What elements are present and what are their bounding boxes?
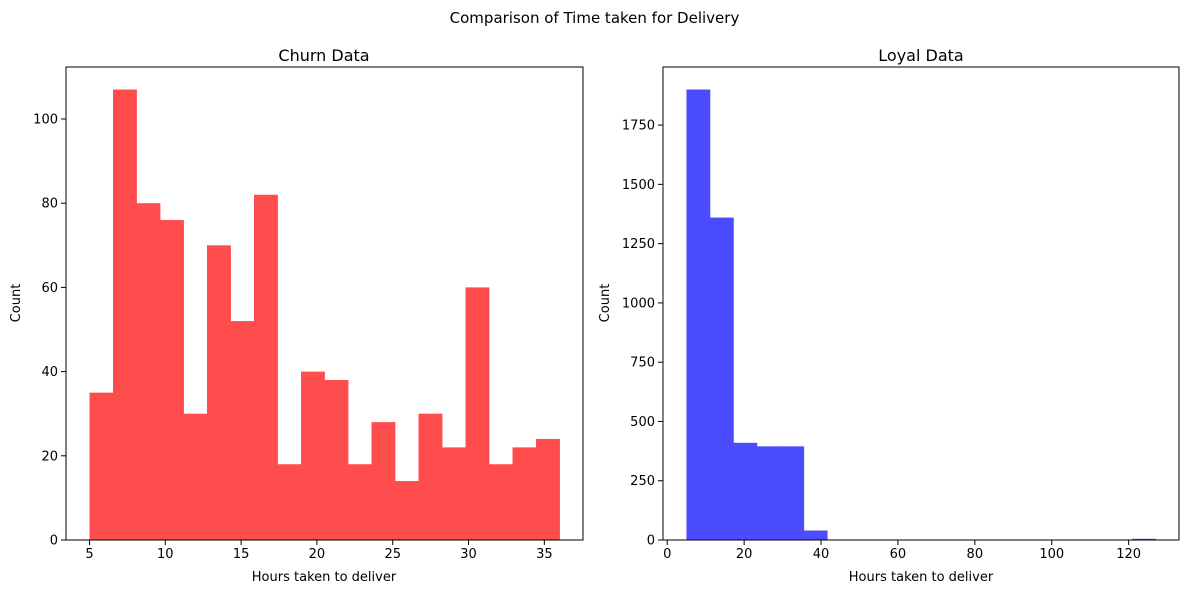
loyal-bar bbox=[1132, 538, 1156, 540]
loyal-y-tick-label: 250 bbox=[630, 474, 655, 489]
loyal-x-tick-label: 40 bbox=[813, 547, 830, 562]
churn-bar bbox=[324, 380, 349, 540]
loyal-panel: Loyal Data 0 20 40 60 80 100 120 0 250 500 750 100… bbox=[598, 46, 1180, 585]
loyal-y-axis-label: Count bbox=[598, 284, 613, 323]
loyal-x-tick-label: 80 bbox=[967, 547, 984, 562]
loyal-bar bbox=[780, 446, 805, 540]
figure-title: Comparison of Time taken for Delivery bbox=[450, 9, 740, 27]
churn-bar bbox=[230, 321, 255, 540]
loyal-bar bbox=[709, 217, 734, 541]
churn-y-tick-label: 100 bbox=[33, 112, 58, 127]
loyal-y-tick-label: 1000 bbox=[622, 296, 655, 311]
churn-bars bbox=[89, 89, 560, 541]
loyal-y-ticks: 0 250 500 750 1000 1250 1500 1750 bbox=[622, 119, 663, 549]
churn-bar bbox=[301, 371, 325, 540]
churn-bar bbox=[395, 481, 419, 540]
loyal-bars bbox=[686, 89, 1156, 541]
churn-bar bbox=[418, 413, 443, 540]
churn-y-tick-label: 20 bbox=[41, 449, 58, 464]
churn-bar bbox=[183, 413, 208, 540]
loyal-y-tick-label: 1250 bbox=[622, 237, 655, 252]
churn-panel: Churn Data 5 10 15 20 25 30 35 0 20 40 60 80 100 Ho… bbox=[9, 46, 584, 585]
churn-bar bbox=[442, 447, 466, 540]
loyal-x-tick-label: 0 bbox=[663, 547, 671, 562]
churn-bar bbox=[371, 422, 396, 540]
loyal-y-tick-label: 0 bbox=[647, 534, 655, 549]
churn-x-tick-label: 20 bbox=[309, 547, 326, 562]
churn-bar bbox=[465, 287, 490, 540]
loyal-x-axis-label: Hours taken to deliver bbox=[849, 570, 994, 585]
churn-bar bbox=[348, 464, 372, 540]
loyal-panel-title: Loyal Data bbox=[878, 46, 963, 65]
loyal-x-ticks: 0 20 40 60 80 100 120 bbox=[663, 540, 1141, 562]
loyal-y-tick-label: 1500 bbox=[622, 178, 655, 193]
churn-x-tick-label: 5 bbox=[85, 547, 93, 562]
loyal-plot-frame bbox=[662, 66, 1180, 541]
churn-panel-title: Churn Data bbox=[278, 46, 369, 65]
churn-bar bbox=[207, 245, 231, 541]
loyal-bar bbox=[686, 89, 711, 541]
churn-bar bbox=[277, 464, 302, 540]
churn-bar bbox=[160, 220, 184, 541]
churn-bar bbox=[512, 447, 537, 540]
loyal-y-tick-label: 750 bbox=[630, 356, 655, 371]
loyal-x-tick-label: 120 bbox=[1116, 547, 1141, 562]
churn-y-tick-label: 40 bbox=[41, 365, 58, 380]
churn-x-tick-label: 25 bbox=[384, 547, 401, 562]
churn-bar bbox=[254, 194, 278, 540]
churn-x-tick-label: 30 bbox=[460, 547, 477, 562]
loyal-bar bbox=[756, 446, 781, 540]
loyal-y-tick-label: 1750 bbox=[622, 119, 655, 134]
churn-bar bbox=[89, 392, 114, 540]
churn-bar bbox=[113, 89, 137, 541]
loyal-bar bbox=[803, 530, 828, 540]
churn-y-tick-label: 0 bbox=[50, 534, 58, 549]
churn-bar bbox=[489, 464, 513, 540]
churn-x-axis-label: Hours taken to deliver bbox=[252, 570, 397, 585]
loyal-x-tick-label: 20 bbox=[736, 547, 753, 562]
churn-bar bbox=[136, 203, 161, 540]
loyal-bar bbox=[733, 442, 758, 540]
churn-x-tick-label: 15 bbox=[233, 547, 250, 562]
churn-y-tick-label: 60 bbox=[41, 281, 58, 296]
loyal-x-tick-label: 100 bbox=[1039, 547, 1064, 562]
churn-x-tick-label: 35 bbox=[536, 547, 553, 562]
churn-x-tick-label: 10 bbox=[157, 547, 174, 562]
churn-x-ticks: 5 10 15 20 25 30 35 bbox=[85, 540, 553, 562]
churn-plot-frame bbox=[65, 66, 584, 541]
churn-y-axis-label: Count bbox=[9, 284, 24, 323]
loyal-y-tick-label: 500 bbox=[630, 415, 655, 430]
loyal-x-tick-label: 60 bbox=[890, 547, 907, 562]
churn-y-ticks: 0 20 40 60 80 100 bbox=[33, 112, 66, 549]
churn-y-tick-label: 80 bbox=[41, 197, 58, 212]
churn-bar bbox=[536, 438, 560, 540]
